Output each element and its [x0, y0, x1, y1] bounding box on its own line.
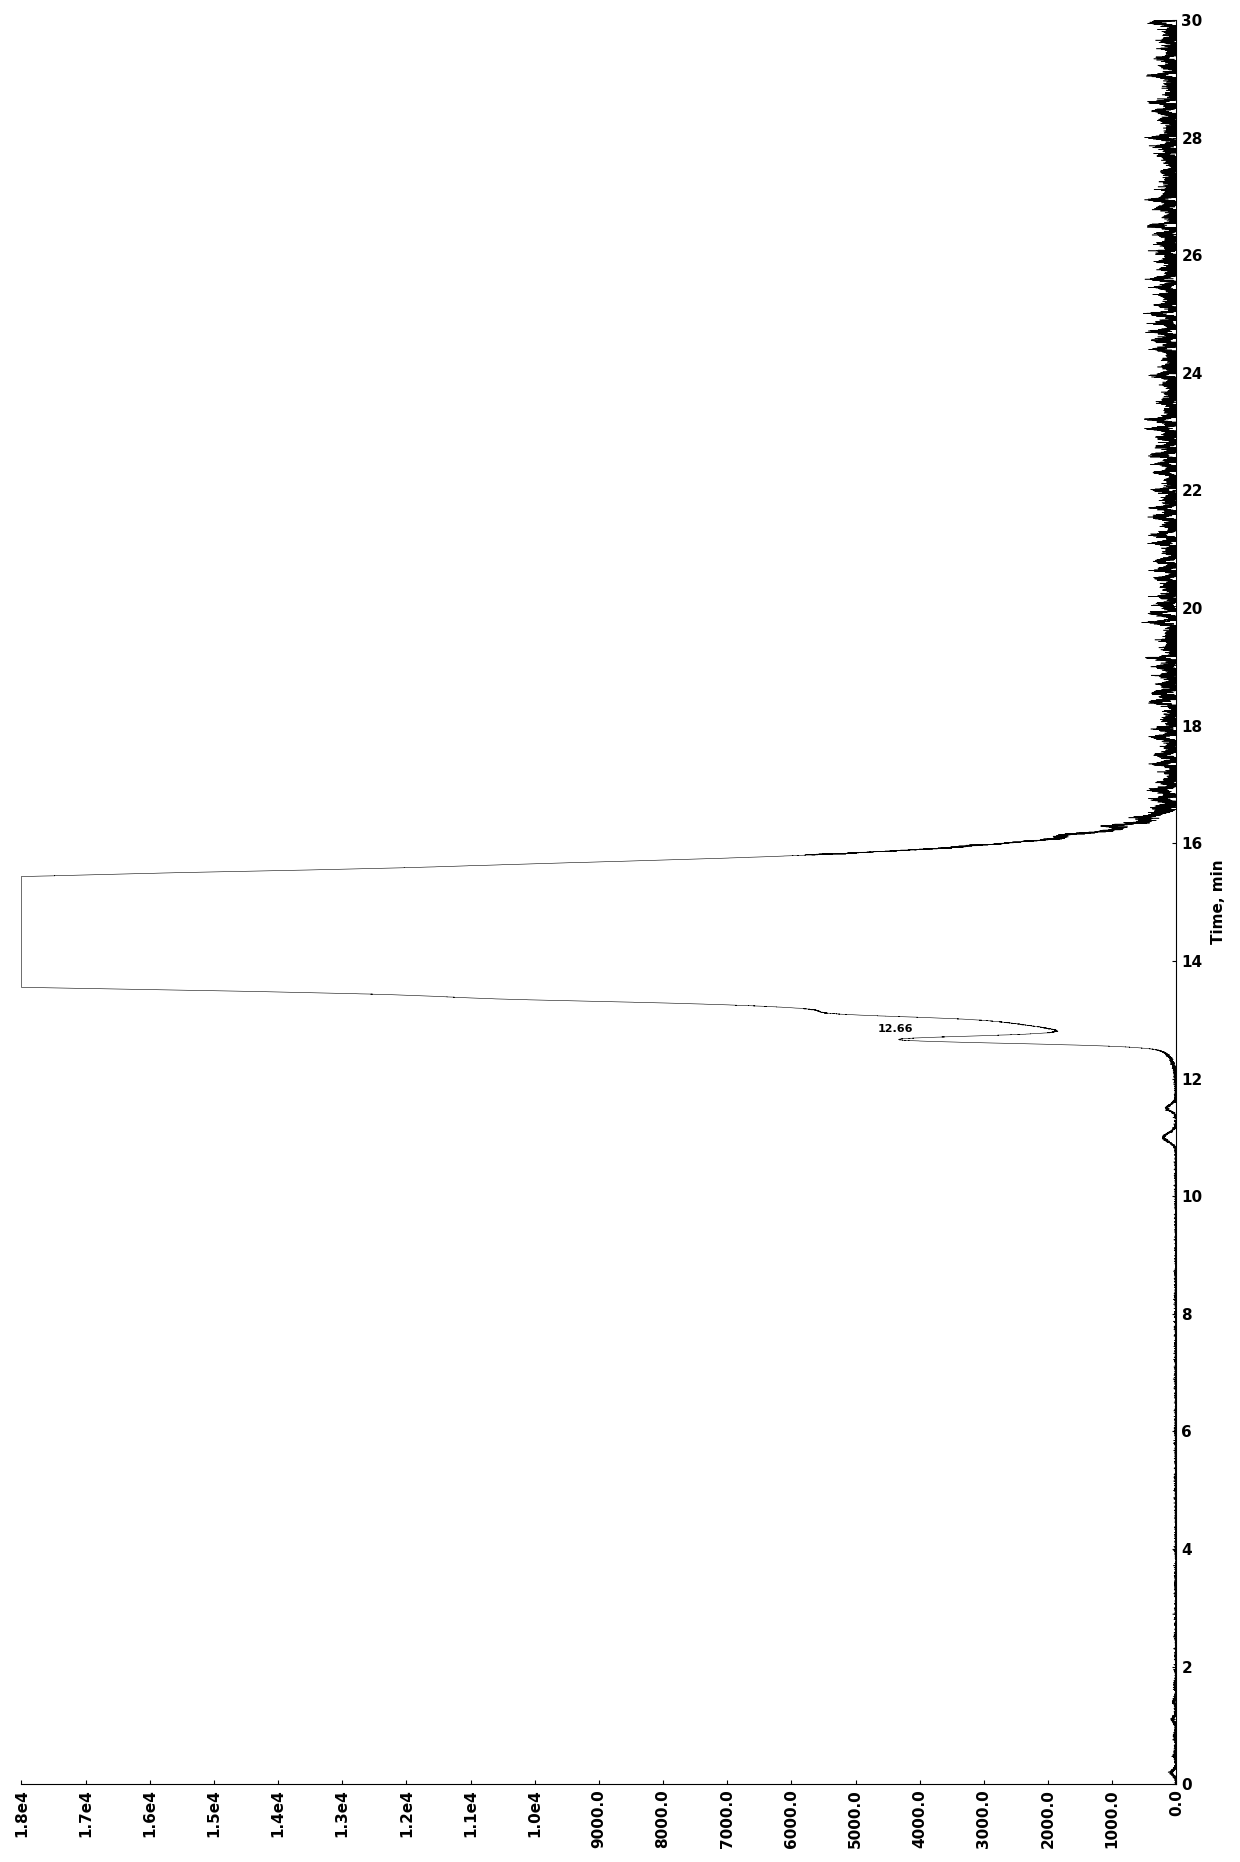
Text: 12.66: 12.66 [877, 1024, 913, 1035]
Y-axis label: Time, min: Time, min [1211, 860, 1226, 944]
